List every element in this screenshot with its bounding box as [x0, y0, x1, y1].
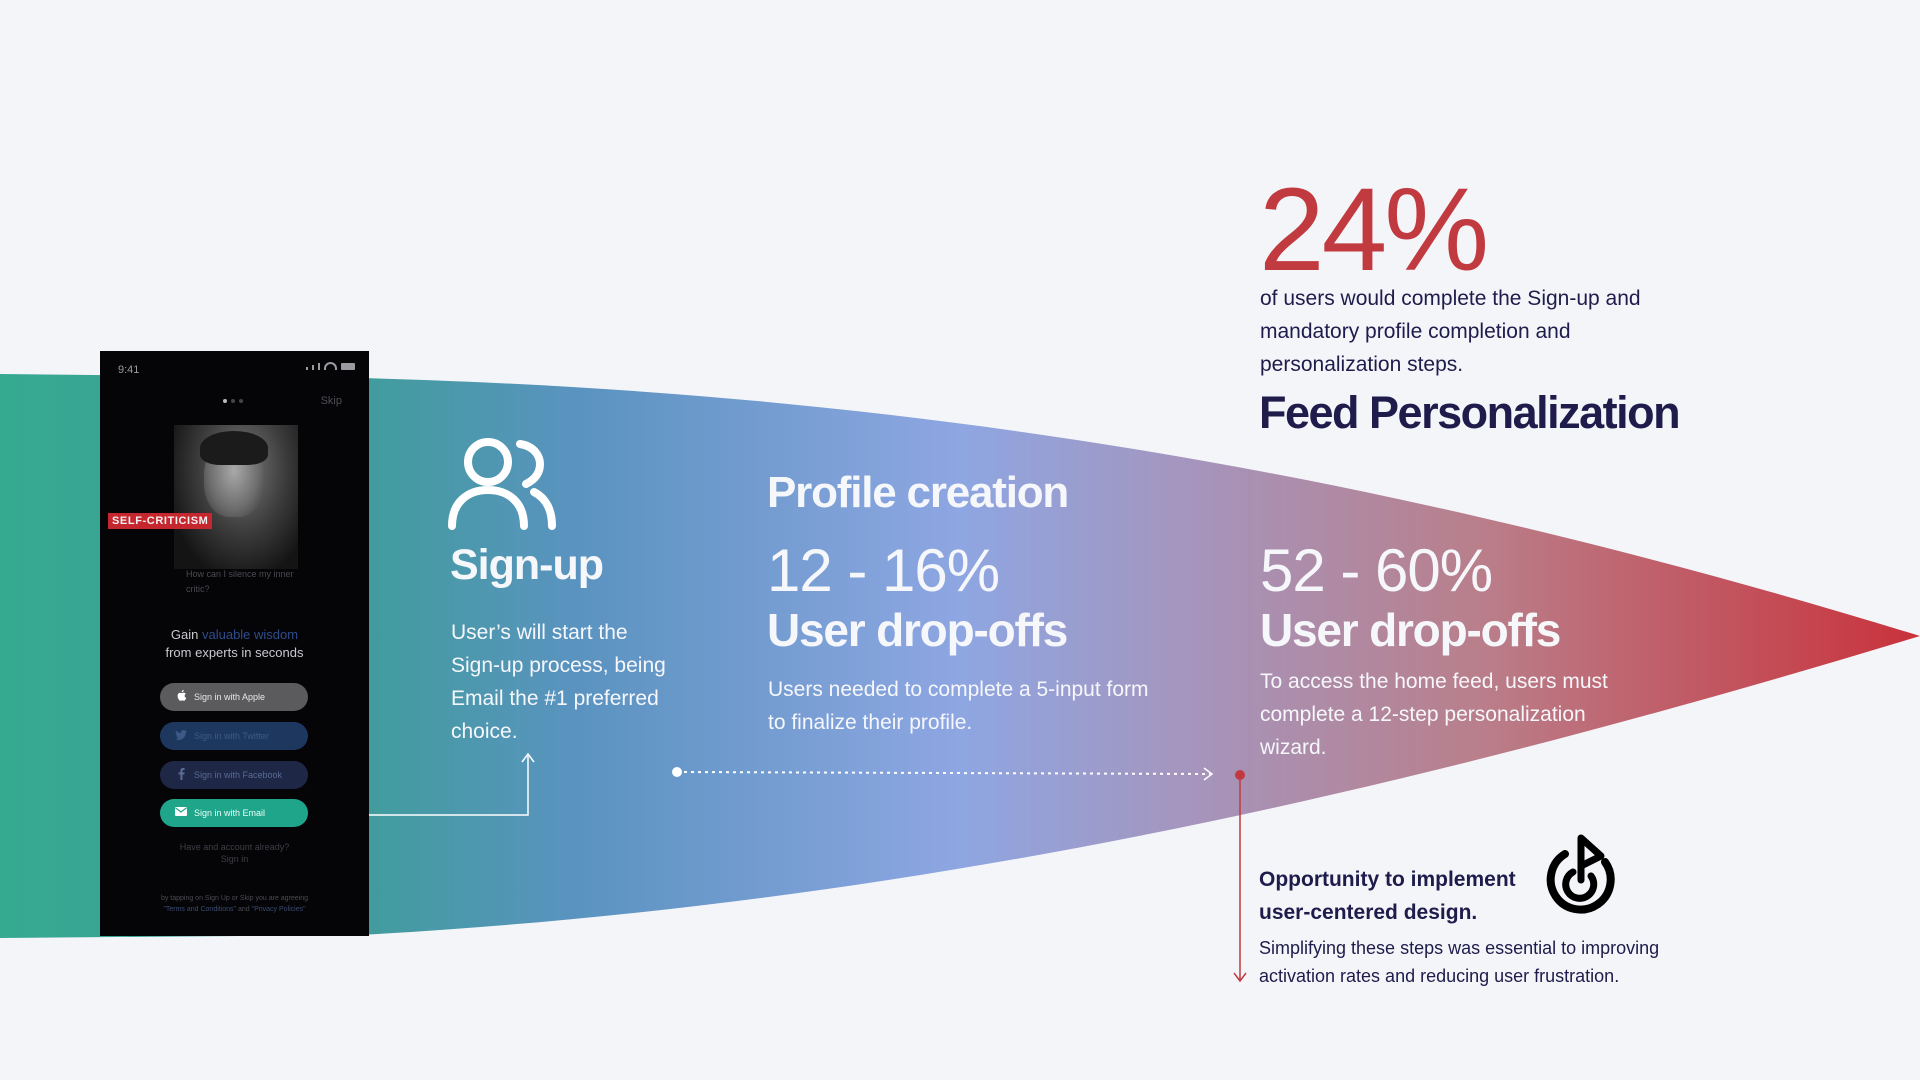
sign-in-twitter-button[interactable]: Sign in with Twitter: [160, 722, 308, 750]
profile-to-feed-arrow: [676, 771, 1211, 775]
sign-in-email-button[interactable]: Sign in with Email: [160, 799, 308, 827]
legal-and: and: [236, 906, 252, 913]
sign-in-facebook-button[interactable]: Sign in with Facebook: [160, 761, 308, 789]
headline-post: from experts in seconds: [165, 645, 304, 660]
signup-title: Sign-up: [450, 541, 604, 589]
sign-in-twitter-label: Sign in with Twitter: [194, 731, 269, 741]
legal-notice: by tapping on Sign Up or Skip you are ag…: [100, 893, 369, 915]
completion-description: of users would complete the Sign-up and …: [1260, 287, 1641, 376]
opportunity-arrowhead: [1233, 972, 1247, 983]
phone-screen-mockup: 9:41 Skip SELF-CRITICISM How can I silen…: [100, 351, 369, 936]
connector-arrowhead: [521, 752, 535, 763]
battery-icon: [341, 363, 355, 370]
arrow-start-dot: [672, 767, 682, 777]
signup-connector: [343, 756, 529, 816]
sign-in-email-label: Sign in with Email: [194, 808, 266, 818]
arrow-end-head: [1203, 767, 1214, 781]
twitter-icon: [168, 729, 194, 743]
feed-description: To access the home feed, users must comp…: [1260, 670, 1608, 759]
signal-icon-bar: [312, 365, 314, 370]
signal-icon: [306, 367, 308, 370]
profile-dropoff-range: 12 - 16%: [767, 537, 1000, 604]
opportunity-title: Opportunity to implement user-centered d…: [1259, 868, 1516, 924]
card-question: How can I silence my inner critic?: [186, 569, 294, 594]
privacy-link[interactable]: "Privacy Policies": [251, 906, 306, 913]
opportunity-arrow-dot: [1235, 770, 1245, 780]
legal-text: by tapping on Sign Up or Skip you are ag…: [160, 895, 309, 902]
phone-headline: Gain valuable wisdom from experts in sec…: [100, 626, 369, 662]
mail-icon: [168, 807, 194, 819]
target-icon: [1546, 834, 1615, 914]
profile-description: Users needed to complete a 5-input form …: [768, 678, 1149, 734]
sign-in-prompt[interactable]: Have and account already? Sign in: [100, 841, 369, 865]
headline-pre: Gain: [170, 627, 202, 642]
feed-stage-title: Feed Personalization: [1259, 387, 1681, 438]
hair-illustration: [200, 431, 268, 465]
expert-photo: [174, 425, 298, 569]
funnel-shape: [0, 374, 1920, 938]
have-account-text: Have and account already?: [179, 842, 290, 852]
status-time: 9:41: [118, 364, 140, 376]
pager-dot: [231, 399, 235, 403]
apple-icon: [168, 689, 194, 705]
status-bar: 9:41: [118, 360, 355, 376]
profile-dropoff-label: User drop-offs: [767, 604, 1068, 656]
signup-description: User’s will start the Sign-up process, b…: [451, 621, 666, 743]
feed-dropoff-label: User drop-offs: [1260, 604, 1561, 656]
topic-badge: SELF-CRITICISM: [108, 513, 213, 529]
users-icon: [448, 438, 556, 530]
facebook-icon: [168, 767, 194, 783]
status-icons: [306, 362, 355, 370]
wifi-icon: [324, 362, 337, 370]
sign-in-link[interactable]: Sign in: [220, 854, 249, 864]
pager-dots: [223, 399, 243, 403]
completion-stat: 24%: [1259, 164, 1489, 296]
sign-in-facebook-label: Sign in with Facebook: [194, 770, 283, 780]
pager-dot: [239, 399, 243, 403]
skip-link[interactable]: Skip: [320, 395, 342, 407]
headline-accent: valuable wisdom: [201, 627, 299, 642]
feed-dropoff-range: 52 - 60%: [1260, 537, 1493, 604]
sign-in-apple-label: Sign in with Apple: [194, 692, 266, 702]
signal-icon-bar: [318, 363, 320, 370]
pager-dot: [223, 399, 227, 403]
profile-stage-title: Profile creation: [767, 468, 1069, 517]
sign-in-apple-button[interactable]: Sign in with Apple: [160, 683, 308, 711]
opportunity-description: Simplifying these steps was essential to…: [1259, 938, 1660, 986]
terms-link[interactable]: "Terms and Conditions": [163, 906, 237, 913]
